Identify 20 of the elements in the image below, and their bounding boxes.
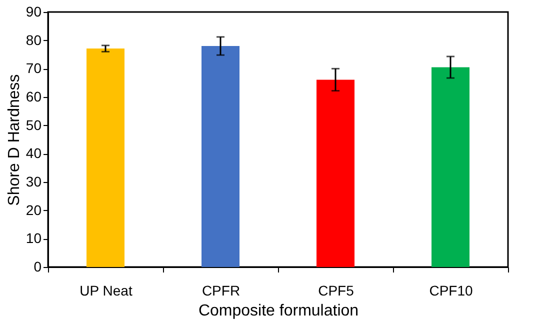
y-tick-label: 20 bbox=[26, 202, 42, 218]
y-tick-label: 30 bbox=[26, 174, 42, 190]
y-tick-label: 90 bbox=[26, 4, 42, 20]
y-tick-label: 70 bbox=[26, 60, 42, 76]
y-tick-label: 80 bbox=[26, 32, 42, 48]
x-tick-label: UP Neat bbox=[80, 282, 132, 298]
y-tick-label: 40 bbox=[26, 145, 42, 162]
bar bbox=[202, 46, 240, 267]
y-tick-label: 60 bbox=[26, 88, 42, 104]
bar bbox=[432, 67, 470, 267]
y-tick-label: 0 bbox=[34, 258, 42, 274]
y-tick-label: 10 bbox=[26, 230, 42, 246]
x-tick-label: CPFR bbox=[202, 282, 240, 298]
bar bbox=[86, 48, 124, 267]
x-tick-label: CPF10 bbox=[429, 282, 473, 298]
x-axis-title: Composite formulation bbox=[198, 302, 359, 320]
y-tick-label: 50 bbox=[26, 116, 42, 133]
y-axis-title: Shore D Hardness bbox=[6, 74, 23, 206]
x-tick-label: CPF5 bbox=[318, 282, 354, 298]
bar bbox=[316, 80, 354, 267]
